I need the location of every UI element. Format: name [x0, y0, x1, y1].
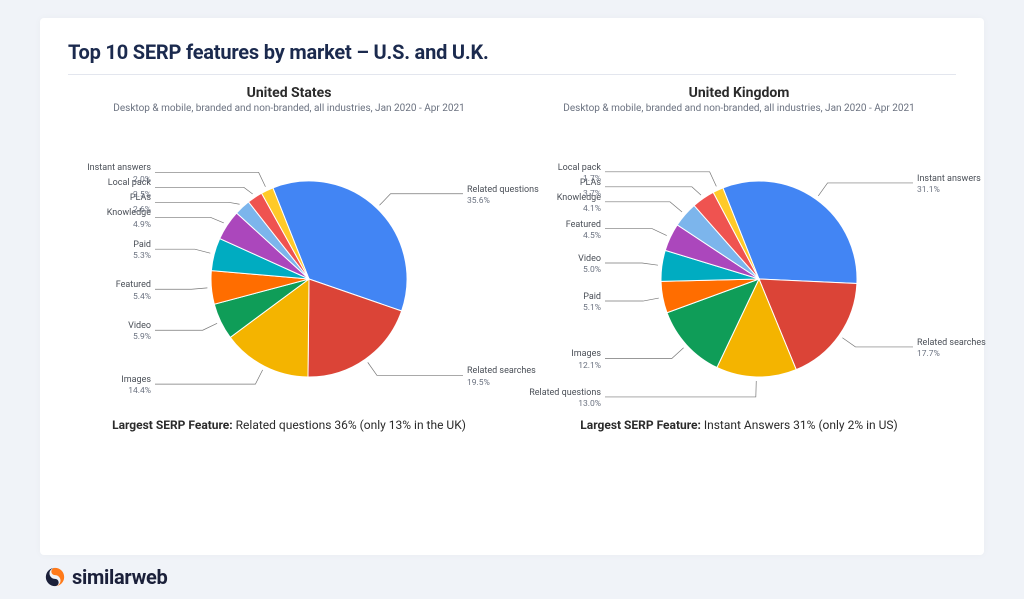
leader-line [155, 323, 217, 330]
slice-label: Images14.4% [121, 375, 151, 398]
leader-line [605, 187, 701, 195]
brand-footer: similarweb [40, 555, 984, 589]
canvas: Top 10 SERP features by market – U.S. an… [0, 0, 1024, 599]
chart-card: Top 10 SERP features by market – U.S. an… [40, 18, 984, 555]
slice-label: Images12.1% [571, 349, 601, 372]
leader-line [155, 288, 207, 289]
uk-footnote-rest: Instant Answers 31% (only 2% in US) [701, 418, 898, 432]
us-title: United States [247, 85, 332, 101]
slice-label: Instant answers2.0% [87, 163, 151, 186]
us-footnote-rest: Related questions 36% (only 13% in the U… [233, 418, 466, 432]
uk-footnote: Largest SERP Feature: Instant Answers 31… [580, 418, 897, 432]
panel-us: United States Desktop & mobile, branded … [68, 85, 510, 539]
slice-label: Featured5.4% [116, 280, 151, 303]
slice-label: Related questions13.0% [529, 388, 601, 411]
leader-line [605, 263, 658, 265]
leader-line [379, 194, 463, 206]
charts-row: United States Desktop & mobile, branded … [68, 85, 956, 539]
leader-line [818, 183, 913, 196]
leader-line [155, 202, 240, 204]
leader-line [155, 187, 253, 194]
slice-label: Paid5.3% [133, 240, 151, 263]
leader-line [605, 348, 684, 359]
slice-label: Instant answers31.1% [917, 174, 981, 197]
leader-line [605, 202, 682, 212]
leader-line [605, 381, 756, 397]
brand-logo-icon [44, 566, 66, 588]
slice-label: Video5.9% [128, 321, 151, 344]
leader-line [155, 370, 263, 384]
leader-line [605, 229, 667, 236]
slice-label: Local pack1.7% [558, 163, 601, 186]
leader-line [842, 338, 913, 347]
leader-line [155, 217, 224, 223]
uk-subtitle: Desktop & mobile, branded and non-brande… [563, 103, 914, 114]
us-pie-chart: Related questions35.6%Related searches19… [74, 114, 504, 414]
slice-label: Related searches17.7% [917, 338, 986, 361]
slice-label: Featured4.5% [566, 220, 601, 243]
slice-label: Video5.0% [578, 254, 601, 277]
us-footnote-label: Largest SERP Feature: [112, 418, 233, 432]
us-subtitle: Desktop & mobile, branded and non-brande… [113, 103, 464, 114]
divider-line [68, 74, 956, 75]
leader-line [368, 362, 463, 375]
uk-pie-chart: Instant answers31.1%Related searches17.7… [524, 114, 954, 414]
leader-line [605, 298, 659, 301]
panel-uk: United Kingdom Desktop & mobile, branded… [518, 85, 960, 539]
leader-line [155, 249, 210, 253]
brand-name: similarweb [72, 565, 167, 589]
leader-line [155, 172, 265, 186]
us-footnote: Largest SERP Feature: Related questions … [112, 418, 466, 432]
slice-label: Paid5.1% [583, 292, 601, 315]
leader-line [605, 172, 716, 187]
uk-footnote-label: Largest SERP Feature: [580, 418, 701, 432]
uk-title: United Kingdom [689, 85, 790, 101]
page-title: Top 10 SERP features by market – U.S. an… [68, 40, 956, 64]
